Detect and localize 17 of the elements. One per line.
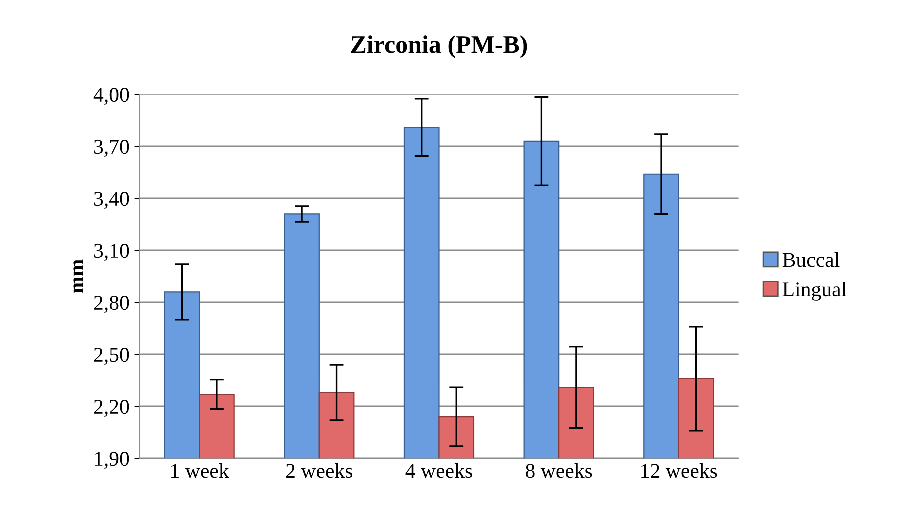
y-tick-label: 4,00 (94, 88, 130, 106)
x-tick-label: 8 weeks (526, 464, 592, 478)
chart-title: Zirconia (PM-B) (351, 36, 528, 58)
y-tick-label: 2,80 (94, 296, 130, 314)
y-tick-label: 3,70 (94, 140, 130, 158)
x-tick-label: 2 weeks (286, 464, 352, 478)
x-tick-label: 1 week (172, 464, 230, 478)
y-tick-label: 3,10 (94, 244, 130, 262)
x-tick-label: 4 weeks (406, 464, 472, 478)
x-tick-label: 12 weeks (642, 464, 718, 478)
legend-label: Buccal (782, 252, 840, 268)
legend-label: Lingual (782, 282, 847, 301)
y-tick-label: 1,90 (95, 452, 130, 470)
y-tick-label: 2,20 (94, 400, 130, 418)
y-axis-title: mm (74, 260, 84, 294)
y-tick-label: 2,50 (94, 348, 130, 366)
y-tick-label: 3,40 (94, 192, 130, 210)
